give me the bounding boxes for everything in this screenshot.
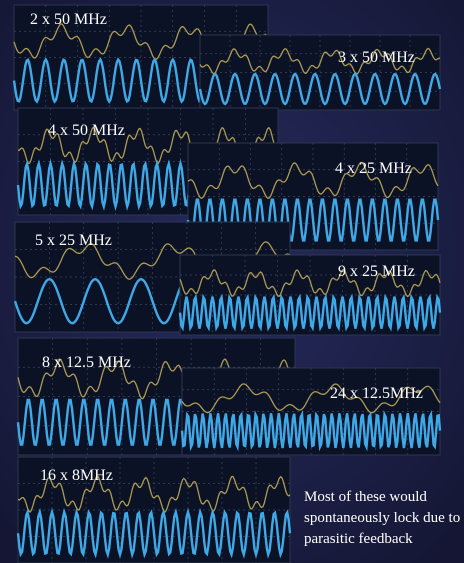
scope-collage: 2 x 50 MHz 3 x 50 MHz 4 x 50 MHz 4 x 25 MHz… — [0, 0, 464, 563]
panel-label: 9 x 25 MHz — [338, 263, 415, 280]
panel-label: 4 x 25 MHz — [335, 160, 412, 177]
panel-label: 5 x 25 MHz — [35, 232, 112, 249]
panel-label: 16 x 8MHz — [40, 467, 113, 484]
panel-label: 4 x 50 MHz — [48, 122, 125, 139]
scope-panel: 3 x 50 MHz — [200, 35, 440, 110]
scope-panel: 24 x 12.5MHz — [182, 368, 440, 455]
scope-panel: 9 x 25 MHz — [180, 255, 440, 335]
cyan-trace — [180, 297, 440, 329]
panel-label: 3 x 50 MHz — [338, 49, 415, 66]
page: 2 x 50 MHz 3 x 50 MHz 4 x 50 MHz 4 x 25 MHz… — [0, 0, 464, 563]
panel-label: 8 x 12.5 MHz — [42, 354, 131, 371]
panel-label: 2 x 50 MHz — [30, 11, 107, 28]
scope-panel: 16 x 8MHz — [18, 457, 290, 563]
caption: Most of these would spontaneously lock d… — [304, 487, 464, 550]
panel-label: 24 x 12.5MHz — [330, 385, 423, 402]
